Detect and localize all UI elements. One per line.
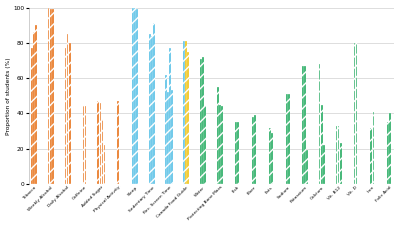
Bar bbox=[52, 9, 54, 184]
Bar bbox=[306, 151, 308, 184]
Bar bbox=[269, 128, 271, 184]
Bar bbox=[64, 48, 66, 184]
Bar bbox=[221, 106, 223, 184]
Bar bbox=[354, 43, 355, 184]
Bar bbox=[118, 101, 119, 184]
Bar bbox=[165, 75, 167, 184]
Bar bbox=[202, 57, 204, 184]
Bar bbox=[82, 105, 84, 184]
Bar bbox=[35, 25, 37, 184]
Bar bbox=[187, 52, 189, 184]
Bar bbox=[319, 64, 320, 184]
Bar bbox=[217, 87, 219, 184]
Bar bbox=[185, 41, 187, 184]
Bar bbox=[286, 94, 288, 184]
Bar bbox=[204, 106, 206, 184]
Bar bbox=[171, 91, 173, 184]
Bar bbox=[321, 105, 322, 184]
Bar bbox=[288, 94, 290, 184]
Bar bbox=[98, 101, 99, 184]
Bar bbox=[323, 145, 325, 184]
Bar bbox=[102, 119, 103, 184]
Bar bbox=[356, 43, 358, 184]
Bar bbox=[252, 117, 254, 184]
Bar bbox=[372, 112, 374, 184]
Bar bbox=[31, 48, 32, 184]
Bar bbox=[151, 36, 153, 184]
Bar bbox=[48, 7, 50, 184]
Bar bbox=[67, 34, 68, 184]
Bar bbox=[388, 122, 389, 184]
Bar bbox=[237, 122, 239, 184]
Bar bbox=[33, 32, 35, 184]
Bar bbox=[183, 41, 185, 184]
Bar bbox=[85, 106, 86, 184]
Bar bbox=[338, 126, 340, 184]
Bar bbox=[149, 34, 151, 184]
Bar bbox=[69, 43, 70, 184]
Bar bbox=[104, 145, 106, 184]
Bar bbox=[336, 126, 337, 184]
Bar bbox=[390, 114, 391, 184]
Bar bbox=[271, 133, 273, 184]
Bar bbox=[50, 9, 52, 184]
Y-axis label: Proportion of students (%): Proportion of students (%) bbox=[6, 57, 10, 135]
Bar bbox=[132, 7, 134, 184]
Bar bbox=[219, 105, 221, 184]
Bar bbox=[154, 23, 155, 184]
Bar bbox=[169, 48, 171, 184]
Bar bbox=[302, 66, 304, 184]
Bar bbox=[167, 92, 169, 184]
Bar bbox=[304, 66, 306, 184]
Bar bbox=[100, 103, 101, 184]
Bar bbox=[134, 7, 136, 184]
Bar bbox=[254, 115, 256, 184]
Bar bbox=[200, 59, 202, 184]
Bar bbox=[136, 9, 138, 184]
Bar bbox=[370, 128, 372, 184]
Bar bbox=[340, 143, 342, 184]
Bar bbox=[235, 122, 237, 184]
